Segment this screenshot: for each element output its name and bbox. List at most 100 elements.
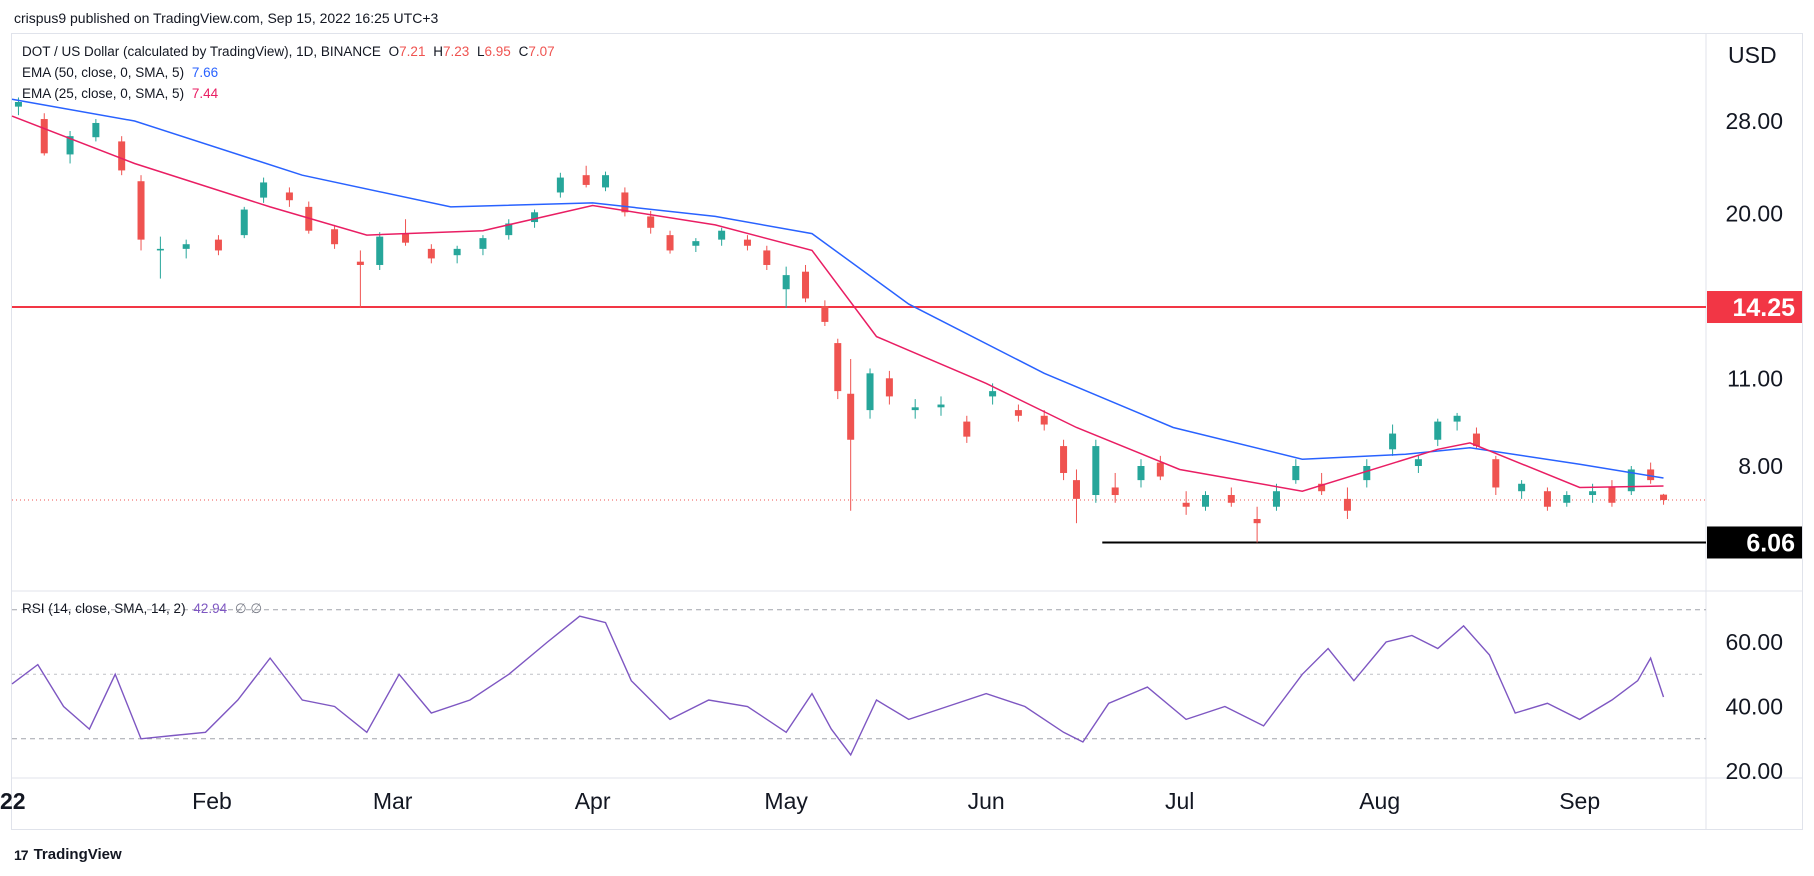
candle-body — [376, 236, 384, 265]
ema50-legend: EMA (50, close, 0, SMA, 5) 7.66 — [22, 65, 222, 80]
candle-body — [743, 239, 751, 246]
candle-body — [1111, 487, 1119, 496]
rsi-extra: ∅ ∅ — [234, 601, 263, 616]
candle-body — [718, 230, 726, 240]
candle-body — [1492, 459, 1500, 488]
candle-body — [531, 212, 539, 223]
date-tick-label: Sep — [1559, 788, 1600, 814]
candle-body — [782, 275, 790, 290]
candle-body — [1253, 518, 1261, 524]
rsi-label: RSI (14, close, SMA, 14, 2) — [22, 601, 186, 616]
date-tick-label: Aug — [1359, 788, 1400, 814]
price-pane — [11, 97, 1706, 544]
candle-body — [1518, 483, 1526, 492]
support-price-tag — [1707, 526, 1802, 559]
candle-body — [1453, 415, 1461, 422]
resistance-price-label: 14.25 — [1732, 294, 1795, 322]
candle-body — [1060, 446, 1068, 473]
candle-body — [692, 241, 700, 246]
price-tick-label: 11.00 — [1727, 365, 1783, 391]
price-tick-label: 20.00 — [1725, 201, 1783, 227]
low-value: 6.95 — [484, 44, 511, 59]
brand-label: TradingView — [33, 846, 122, 863]
close-value: 7.07 — [528, 44, 555, 59]
candle-body — [1434, 421, 1442, 440]
candle-body — [92, 122, 100, 138]
ema25-label: EMA (25, close, 0, SMA, 5) — [22, 86, 185, 101]
candle-body — [402, 233, 410, 243]
candle-body — [1137, 466, 1145, 481]
price-axis-unit: USD — [1728, 42, 1777, 68]
candle-body — [885, 378, 893, 397]
candle-body — [802, 271, 810, 299]
candle-body — [1627, 469, 1635, 492]
ema25-legend: EMA (25, close, 0, SMA, 5) 7.44 — [22, 86, 222, 101]
resistance-price-tag — [1707, 291, 1802, 324]
candle-body — [1156, 462, 1164, 477]
symbol-legend: DOT / US Dollar (calculated by TradingVi… — [22, 44, 559, 59]
rsi-tick-label: 60.00 — [1725, 629, 1783, 655]
rsi-line — [11, 615, 1665, 757]
low-label: L — [477, 44, 485, 59]
candle-body — [556, 177, 564, 193]
date-tick-label: Jul — [1165, 788, 1194, 814]
candle-body — [1272, 491, 1280, 507]
rsi-legend: RSI (14, close, SMA, 14, 2) 42.94 ∅ ∅ — [22, 601, 266, 617]
candle-body — [1608, 487, 1616, 503]
candle-body — [763, 250, 771, 265]
date-tick-label: Apr — [575, 788, 611, 814]
high-value: 7.23 — [442, 44, 470, 59]
candle-body — [1040, 415, 1048, 425]
candle-body — [666, 235, 674, 251]
chart-frame — [11, 33, 1803, 830]
rsi-tick-label: 20.00 — [1725, 758, 1783, 784]
candle-body — [911, 407, 919, 411]
candle-body — [1363, 466, 1371, 481]
candle-body — [1414, 459, 1422, 466]
ema50-value: 7.66 — [191, 65, 219, 80]
candle-body — [66, 136, 74, 155]
candle-body — [285, 192, 293, 201]
candle-body — [989, 391, 997, 397]
candle-body — [182, 244, 190, 249]
publisher-line: crispus9 published on TradingView.com, S… — [14, 10, 439, 26]
date-tick-label: Jun — [968, 788, 1005, 814]
tradingview-logo-icon: 17 — [14, 846, 29, 863]
symbol-label: DOT / US Dollar (calculated by TradingVi… — [22, 44, 381, 59]
candle-body — [1543, 491, 1551, 507]
candle-body — [1647, 469, 1655, 481]
candle-body — [1318, 483, 1326, 492]
candle-body — [602, 175, 610, 188]
candle-body — [834, 343, 842, 392]
candle-body — [1092, 446, 1100, 496]
price-tick-label: 8.00 — [1738, 453, 1783, 479]
rsi-tick-label: 40.00 — [1725, 694, 1783, 720]
candle-body — [1014, 410, 1022, 416]
candle-body — [621, 192, 629, 213]
close-label: C — [518, 44, 529, 59]
candle-body — [40, 119, 48, 154]
candle-body — [1472, 433, 1480, 447]
ema25-value: 7.44 — [191, 86, 219, 101]
candle-body — [1292, 466, 1300, 481]
candle-body — [582, 175, 590, 185]
candle-body — [118, 141, 126, 171]
candle-body — [356, 261, 364, 265]
rsi-value: 42.94 — [193, 601, 228, 616]
candle-body — [427, 248, 435, 259]
candle-body — [479, 238, 487, 249]
open-value: 7.21 — [399, 44, 426, 59]
candle-body — [1589, 491, 1597, 496]
candle-body — [453, 248, 461, 256]
candle-body — [647, 216, 655, 228]
candle-body — [866, 373, 874, 411]
tradingview-brand[interactable]: 17 TradingView — [14, 846, 122, 863]
grid-layer — [12, 34, 1802, 830]
date-tick-label: 22 — [0, 788, 26, 814]
candle-body — [14, 101, 22, 107]
candle-body — [505, 223, 513, 236]
candle-body — [1343, 498, 1351, 511]
date-tick-label: Feb — [192, 788, 232, 814]
candle-body — [963, 421, 971, 437]
